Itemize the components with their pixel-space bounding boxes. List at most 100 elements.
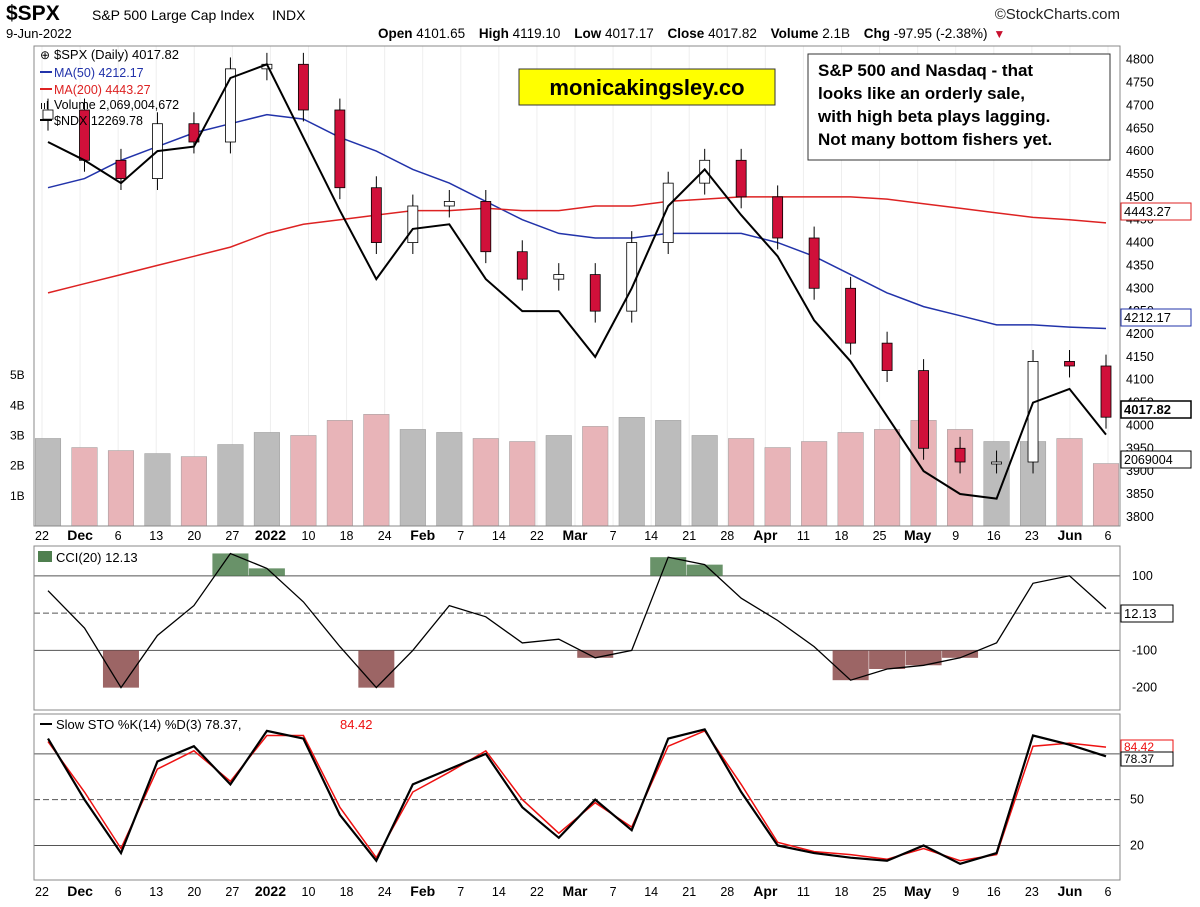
- candle-body: [443, 201, 455, 207]
- price-tick-label: 4750: [1126, 76, 1154, 90]
- x-tick-label: 22: [35, 529, 49, 543]
- watermark-text: monicakingsley.co: [549, 75, 744, 100]
- x-tick-label: 9: [952, 885, 959, 899]
- x-tick-label: 13: [149, 529, 163, 543]
- x-tick-label: 25: [873, 885, 887, 899]
- watermark-box: [518, 68, 776, 106]
- ma50-line: [47, 113, 1107, 330]
- volume-bar: [436, 432, 463, 527]
- x-tick-label: 27: [225, 529, 239, 543]
- x-tick-label: 28: [720, 529, 734, 543]
- candle-body: [334, 109, 346, 189]
- x-tick-label: 7: [610, 885, 617, 899]
- candle-body: [1100, 365, 1112, 418]
- volume-bar: [253, 432, 280, 527]
- price-tick-label: 4600: [1126, 144, 1154, 158]
- cci-tick-label: -200: [1132, 681, 1157, 695]
- x-tick-label: 11: [797, 885, 810, 899]
- candle-body: [735, 159, 747, 198]
- legend-spx-icon: ⊕: [40, 48, 50, 62]
- close-label: Close: [667, 26, 705, 41]
- volume-bar: [144, 453, 171, 527]
- x-tick-label: 14: [644, 885, 658, 899]
- volume-value: 2.1B: [822, 26, 850, 41]
- x-tick-label: 24: [378, 885, 392, 899]
- x-tick-label: 14: [644, 529, 658, 543]
- volume-bar: [764, 447, 791, 527]
- flag-ma200: 4443.27: [1124, 204, 1171, 219]
- brand-name: StockCharts.com: [1005, 6, 1120, 23]
- volume-bar: [728, 438, 755, 527]
- cci-overbought-fill: [248, 568, 285, 576]
- exchange: INDX: [272, 7, 306, 23]
- volume-bar: [34, 438, 62, 527]
- stoch-legend-d: 84.42: [340, 717, 373, 732]
- annotation-line-4: Not many bottom fishers yet.: [818, 130, 1052, 149]
- x-tick-label: 10: [302, 529, 316, 543]
- ndx-overlay: [47, 63, 1107, 500]
- x-tick-label: 7: [610, 529, 617, 543]
- volume-bar: [655, 420, 682, 527]
- annotation-box: [807, 53, 1111, 161]
- stoch-legend-k: Slow STO %K(14) %D(3) 78.37,: [56, 717, 241, 732]
- x-tick-label: 22: [530, 529, 544, 543]
- x-tick-label: Apr: [753, 883, 778, 899]
- price-tick-label: 4300: [1126, 281, 1154, 295]
- price-panel-frame: [33, 45, 1121, 527]
- cci-panel-frame: [33, 545, 1121, 711]
- x-tick-label: 27: [225, 885, 239, 899]
- candle-body: [954, 447, 966, 463]
- x-tick-label: 22: [530, 885, 544, 899]
- symbol: $SPX: [6, 2, 60, 25]
- cci-oversold-fill: [358, 650, 395, 688]
- price-tick-label: 4000: [1126, 418, 1154, 432]
- cci-oversold-fill: [942, 650, 979, 658]
- x-tick-label: 24: [378, 529, 392, 543]
- ma200-line: [47, 196, 1107, 294]
- cci-overbought-fill: [212, 553, 249, 576]
- x-tick-label: 16: [987, 885, 1001, 899]
- volume-bar: [801, 441, 828, 527]
- x-tick-label: 6: [115, 885, 122, 899]
- axes: 4800475047004650460045504500445044004350…: [10, 53, 1157, 899]
- price-tick-label: 4650: [1126, 121, 1154, 135]
- legend-ma200: MA(200) 4443.27: [54, 83, 151, 97]
- x-tick-label: 23: [1025, 885, 1039, 899]
- candle-body: [808, 237, 820, 289]
- open-value: 4101.65: [416, 26, 466, 41]
- flag-ma50-box: [1120, 308, 1192, 327]
- volume-bar: [399, 429, 426, 527]
- stoch-tick-label: 50: [1130, 793, 1144, 807]
- high-value: 4119.10: [512, 26, 561, 41]
- x-tick-label: 10: [302, 885, 316, 899]
- x-tick-label: 28: [720, 885, 734, 899]
- volume-bars-icon: ııl: [40, 100, 49, 112]
- price-tick-label: 4200: [1126, 327, 1154, 341]
- candle-body: [589, 274, 601, 312]
- x-tick-label: Feb: [410, 883, 435, 899]
- candle-body: [297, 63, 309, 111]
- low-value: 4017.17: [604, 26, 654, 41]
- price-legend: ⊕ $SPX (Daily) 4017.82 MA(50) 4212.17 MA…: [40, 47, 179, 128]
- volume-bar: [582, 426, 609, 527]
- annotation-line-3: with high beta plays lagging.: [817, 107, 1050, 126]
- cci-oversold-fill: [905, 650, 942, 666]
- x-tick-label: 2022: [255, 883, 286, 899]
- candle-body: [407, 205, 419, 243]
- stoch-tick-label: 20: [1130, 838, 1144, 852]
- volume-bar: [472, 438, 499, 527]
- candle-body: [553, 274, 565, 280]
- x-tick-label: Apr: [753, 527, 778, 543]
- x-tick-label: 22: [35, 885, 49, 899]
- x-tick-label: 23: [1025, 529, 1039, 543]
- x-tick-label: 2022: [255, 527, 286, 543]
- stoch-d-line: [47, 729, 1107, 862]
- brand-link[interactable]: ©StockCharts.com: [995, 6, 1120, 23]
- x-tick-label: 7: [457, 529, 464, 543]
- cci-tick-label: 100: [1132, 569, 1153, 583]
- flag-volume: 2069004: [1124, 453, 1173, 467]
- volume-bar: [691, 435, 718, 527]
- candle-body: [918, 370, 929, 449]
- price-tick-label: 4150: [1126, 350, 1154, 364]
